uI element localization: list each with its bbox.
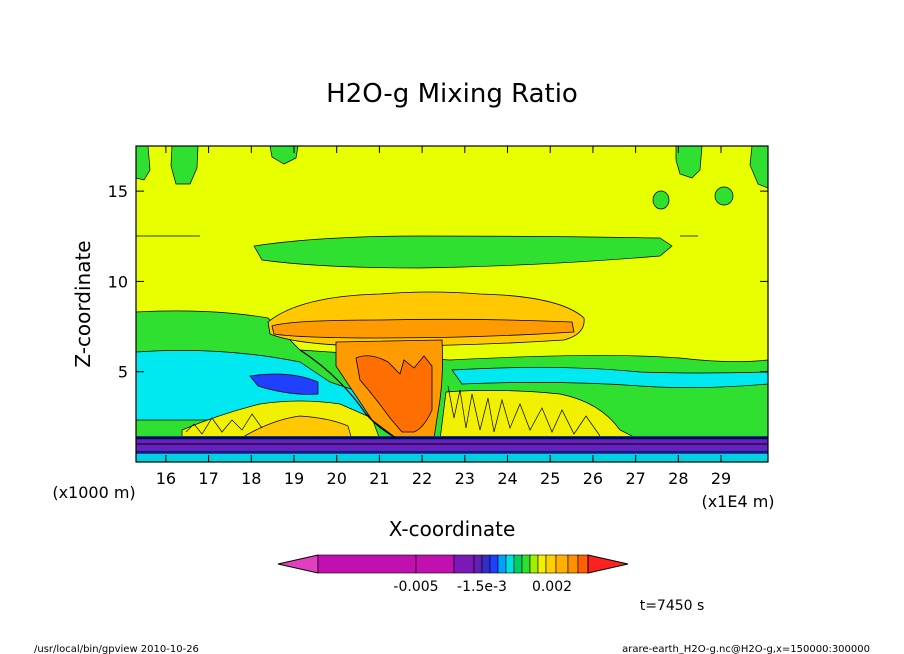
contour-gold-surface <box>236 415 353 441</box>
contour-green-top-right <box>749 146 768 189</box>
x-tick-label: 24 <box>497 469 517 488</box>
colorbar-swatch <box>497 554 507 574</box>
colorbar-min-triangle <box>277 554 319 574</box>
x-tick-label: 23 <box>455 469 475 488</box>
colorbar-swatch <box>537 554 547 574</box>
contour-line-turbulent <box>447 385 601 437</box>
colorbar-swatch <box>505 554 515 574</box>
contour-green-band <box>253 235 673 269</box>
y-axis-title: Z-coordinate <box>71 240 95 367</box>
x-tick-label: 16 <box>156 469 176 488</box>
colorbar-tick-labels: -0.005 -1.5e-3 0.002 <box>393 579 572 595</box>
contour-yellow-surface-right <box>439 390 641 441</box>
colorbar-swatch <box>545 554 557 574</box>
y-tick-label: 15 <box>108 182 128 201</box>
contour-green-top-left <box>136 146 151 181</box>
colorbar-swatch <box>521 554 531 574</box>
x-tick-label: 28 <box>668 469 688 488</box>
colorbar-swatch <box>529 554 539 574</box>
contour-green-blob-1 <box>652 190 670 210</box>
footer-right: arare-earth_H2O-g.nc@H2O-g,x=150000:3000… <box>622 644 870 654</box>
colorbar-swatch <box>453 554 475 574</box>
colorbar-tick-label: 0.002 <box>532 579 572 595</box>
y-axis: 5 10 15 <box>108 182 768 382</box>
colorbar-swatch <box>317 554 417 574</box>
x-tick-label: 26 <box>583 469 603 488</box>
colorbar-swatch <box>555 554 569 574</box>
contour-deep-orange-core <box>355 355 433 433</box>
x-tick-label: 25 <box>540 469 560 488</box>
plot-frame <box>135 145 769 463</box>
colorbar <box>277 554 629 574</box>
contour-green-top-a <box>170 146 199 185</box>
colorbar-max-triangle <box>587 554 629 574</box>
contour-line-surface-wiggle <box>185 413 263 435</box>
time-label: t=7450 s <box>640 598 705 614</box>
z-unit-label: (x1000 m) <box>52 483 135 502</box>
colorbar-swatch <box>415 554 455 574</box>
x-tick-label: 19 <box>284 469 304 488</box>
x-tick-label: 17 <box>198 469 218 488</box>
colorbar-swatch <box>473 554 483 574</box>
x-tick-label: 20 <box>327 469 347 488</box>
contour-green-blob-2 <box>714 186 734 206</box>
contour-green-top-c <box>675 146 703 179</box>
colorbar-swatch <box>577 554 589 574</box>
y-tick-label: 5 <box>118 363 128 382</box>
contour-violet-layer <box>136 440 768 450</box>
contour-cyan-right <box>451 367 768 388</box>
contour-cyan-surface <box>136 454 768 462</box>
x-tick-label: 22 <box>412 469 432 488</box>
x-unit-label: (x1E4 m) <box>701 492 774 511</box>
contour-line-downdraft <box>299 349 397 439</box>
x-tick-label: 27 <box>625 469 645 488</box>
x-tick-label: 21 <box>369 469 389 488</box>
contour-blue-patch <box>249 373 319 395</box>
contour-orange-anvil <box>271 318 575 339</box>
x-tick-label: 18 <box>241 469 261 488</box>
colorbar-tick-label: -0.005 <box>393 579 438 595</box>
y-tick-label: 10 <box>108 272 128 291</box>
colorbar-swatch <box>567 554 579 574</box>
colorbar-swatch <box>489 554 499 574</box>
contour-green-top-b <box>269 146 299 165</box>
colorbar-swatch <box>513 554 523 574</box>
colorbar-swatch <box>481 554 491 574</box>
x-axis-title: X-coordinate <box>389 517 516 541</box>
contour-plot <box>136 146 768 462</box>
chart-title: H2O-g Mixing Ratio <box>326 79 578 109</box>
colorbar-tick-label: -1.5e-3 <box>457 579 507 595</box>
x-axis: 16 17 18 19 20 21 22 23 24 25 26 27 28 29 <box>156 146 731 488</box>
x-tick-label: 29 <box>711 469 731 488</box>
footer-left: /usr/local/bin/gpview 2010-10-26 <box>34 644 199 654</box>
